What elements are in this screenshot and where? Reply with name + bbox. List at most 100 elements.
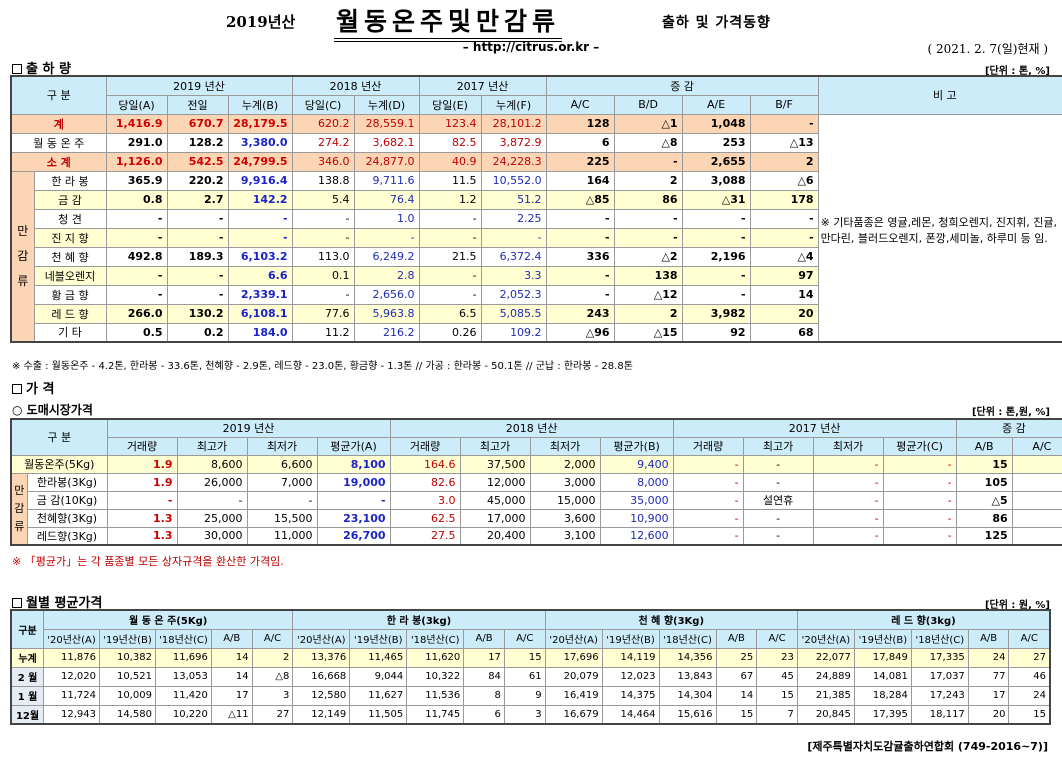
column-header: 평균가(C) [882, 436, 957, 456]
table-cell: 2.7 [166, 189, 229, 210]
table-cell: 123.4 [418, 113, 482, 134]
table-cell: - [812, 472, 884, 492]
table-cell: 542.5 [166, 151, 229, 172]
table-cell: △11 [210, 704, 253, 725]
table-cell: 3,682.1 [353, 132, 420, 153]
table-cell: - [105, 265, 168, 286]
table-cell: 6,108.1 [227, 303, 293, 324]
column-header: 거래량 [106, 436, 178, 456]
column-header: '19년산(B) [99, 628, 156, 649]
table-cell: - [749, 208, 819, 229]
column-header: A/B [967, 628, 1010, 649]
table-cell: 274.2 [291, 132, 355, 153]
table-cell: 7 [756, 704, 798, 725]
table-cell: 17,335 [910, 647, 969, 668]
table-cell: 20,400 [459, 526, 531, 546]
table-cell: - [1011, 508, 1062, 528]
column-header: 최고가 [742, 436, 814, 456]
table-cell: - [681, 208, 751, 229]
table-cell: 51.2 [480, 189, 547, 210]
table-cell: 25 [715, 647, 758, 668]
table-cell: 243 [545, 303, 615, 324]
table-cell: 18,117 [910, 704, 969, 725]
table-cell: 97 [749, 265, 819, 286]
table-cell: 1.9 [106, 472, 178, 492]
table-cell: - [227, 208, 293, 229]
table-cell: 0.5 [105, 322, 168, 343]
table-cell: 24 [967, 647, 1010, 668]
table-cell: 2 [613, 170, 683, 191]
table-cell: - [106, 490, 178, 510]
table-cell: 17,037 [910, 666, 969, 687]
column-header: '18년산(C) [910, 628, 969, 649]
shipment-group-header: 구 분 2019 년산 2018 년산 2017 년산 증 감 비 고 [10, 75, 1062, 115]
table-cell: 5,963.8 [353, 303, 420, 324]
table-row: 레드향(3Kg) 1.3 30,000 11,000 26,700 27.5 20,400 3… [11, 526, 1062, 546]
table-cell: 12,600 [599, 526, 674, 546]
shipment-table: 구 분 2019 년산 2018 년산 2017 년산 증 감 비 고 당일(A… [10, 75, 1062, 343]
row-label: 월 동 온 주 [10, 132, 107, 153]
table-cell: 77.6 [291, 303, 355, 324]
table-cell: - [812, 508, 884, 528]
checkbox-icon [12, 597, 22, 608]
table-cell: 0.1 [291, 265, 355, 286]
table-cell: 266.0 [105, 303, 168, 324]
page-title: 월동온주및만감류 [334, 6, 563, 42]
table-row: 황 금 향 - -2,339.1-2,656.0-2,052.3- △12-14 [11, 284, 1062, 305]
column-header: 당일(C) [291, 94, 355, 115]
table-cell: 2 [749, 151, 819, 172]
table-cell: 15 [715, 704, 758, 725]
table-cell: 17,243 [910, 685, 969, 706]
table-cell: 346.0 [291, 151, 355, 172]
table-cell: 189.3 [166, 246, 229, 267]
table-cell: △8 [613, 132, 683, 153]
monthly-section-title: 월별 평균가격 [12, 592, 102, 611]
table-cell: △96 [545, 322, 615, 343]
table-cell: 10,322 [406, 666, 465, 687]
row-label: 소 계 [10, 151, 107, 172]
table-cell: - [681, 227, 751, 248]
table-cell: 113.0 [291, 246, 355, 267]
column-header: A/B [463, 628, 505, 649]
table-cell: 27.5 [389, 526, 461, 546]
table-cell: 11,536 [406, 685, 465, 706]
table-cell: 3 [251, 685, 294, 706]
table-cell: 84 [463, 666, 505, 687]
table-cell: 14,304 [658, 685, 717, 706]
price-section-title: 가 격 [12, 378, 54, 397]
column-header: B/F [749, 94, 819, 115]
table-cell: 35,000 [599, 490, 674, 510]
table-cell: 14 [749, 284, 819, 305]
table-cell: 128.2 [166, 132, 229, 153]
table-cell: 15,000 [529, 490, 601, 510]
site-url[interactable]: – http://citrus.or.kr – [462, 40, 600, 54]
table-cell: 11.2 [291, 322, 355, 343]
group-label: 만 감 류 [10, 170, 35, 343]
table-cell: 10,900 [599, 508, 674, 528]
table-cell: 18,284 [853, 685, 912, 706]
checkbox-icon [12, 383, 22, 394]
table-cell: 6,372.4 [480, 246, 547, 267]
column-header: '19년산(B) [601, 628, 660, 649]
table-cell: 105 [955, 472, 1013, 492]
row-label: 한 라 봉 [33, 170, 107, 191]
table-cell: - [613, 227, 683, 248]
table-cell: 14,580 [99, 704, 156, 725]
table-cell: 40.9 [418, 151, 482, 172]
table-cell: - [1011, 526, 1062, 546]
table-cell: 184.0 [227, 322, 293, 343]
table-cell: - [227, 227, 293, 248]
table-cell: 336 [545, 246, 615, 267]
table-cell: - [545, 227, 615, 248]
column-header: 최고가 [459, 436, 531, 456]
table-cell: - [742, 508, 814, 528]
table-cell: 11,000 [246, 526, 318, 546]
row-label: 누계 [10, 647, 45, 668]
table-cell: △4 [749, 246, 819, 267]
row-label: 월동온주(5Kg) [10, 454, 108, 474]
table-cell: 12,020 [43, 666, 100, 687]
table-cell: - [1011, 472, 1062, 492]
column-header: 당일(E) [418, 94, 482, 115]
table-cell: - [1011, 490, 1062, 510]
column-header: 누계(D) [353, 94, 420, 115]
